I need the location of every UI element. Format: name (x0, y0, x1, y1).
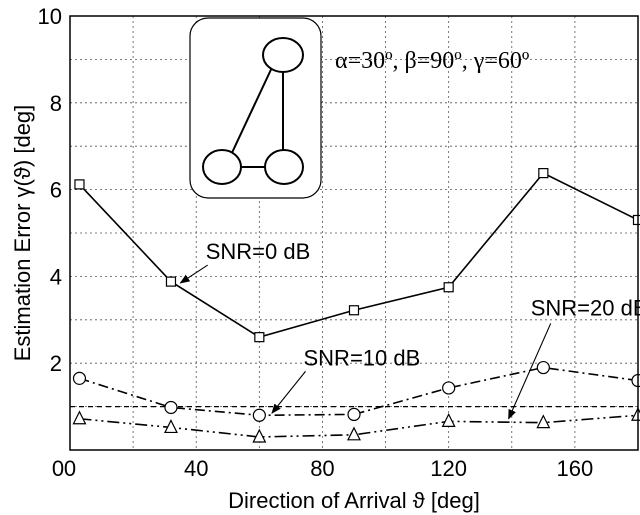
annotations-layer: SNR=0 dB SNR=10 dB SNR=20 dB (179, 239, 640, 420)
x-tick-label: 0 (64, 456, 76, 481)
data-point-circle (252, 408, 266, 422)
data-point-triangle (536, 414, 551, 429)
grid-lines (70, 16, 638, 450)
data-point-triangle (347, 426, 361, 441)
x-tick-label: 80 (310, 456, 334, 481)
y-tick-label: 2 (50, 351, 62, 376)
data-point-square (254, 332, 265, 343)
y-tick-label: 8 (50, 91, 62, 116)
data-point-circle (442, 381, 456, 395)
origin-tick-label: 0 (52, 456, 64, 481)
data-point-square (538, 168, 549, 179)
parameters-text: α=30º, β=90º, γ=60º (335, 48, 530, 74)
x-tick-label: 120 (430, 456, 467, 481)
data-point-square (443, 282, 454, 293)
diagram-edge-left (229, 60, 276, 158)
data-point-square (74, 179, 85, 190)
y-tick-label: 10 (38, 4, 62, 29)
x-tick-label: 160 (557, 456, 594, 481)
data-point-circle (164, 400, 178, 415)
tick-labels: 0 40 80 120 160 2 4 6 8 10 0 (38, 4, 594, 481)
data-point-square (348, 305, 360, 316)
y-tick-label: 6 (50, 178, 62, 203)
annotation-arrow-3 (508, 323, 552, 420)
x-axis-title: Direction of Arrival ϑ [deg] (228, 488, 480, 513)
array-geometry-diagram (189, 17, 322, 199)
data-point-triangle (164, 419, 178, 434)
annotation-arrow-1 (179, 264, 208, 284)
data-point-circle (72, 371, 87, 385)
series-2 (72, 360, 640, 422)
annotation-label-3: SNR=20 dB (531, 295, 640, 320)
data-point-triangle (72, 410, 87, 425)
x-tick-label: 40 (184, 456, 208, 481)
diagram-sensor-left (202, 149, 242, 185)
diagram-sensor-right (264, 149, 304, 185)
data-point-circle (536, 360, 550, 375)
annotation-label-2: SNR=10 dB (304, 345, 421, 370)
y-tick-label: 4 (50, 264, 62, 289)
data-point-circle (347, 407, 361, 422)
annotation-label-1: SNR=0 dB (206, 239, 311, 264)
data-point-circle (631, 373, 640, 388)
data-point-square (632, 214, 640, 226)
y-axis-title: Estimation Error γ(ϑ) [deg] (10, 105, 35, 362)
data-point-triangle (252, 428, 267, 443)
diagram-sensor-top (262, 37, 304, 73)
data-point-triangle (441, 413, 456, 427)
plot-frame (69, 15, 639, 451)
series-1 (74, 168, 640, 343)
series-line (79, 366, 639, 417)
data-point-square (165, 276, 177, 287)
data-point-triangle (631, 406, 640, 421)
annotation-arrow-2 (271, 371, 306, 414)
